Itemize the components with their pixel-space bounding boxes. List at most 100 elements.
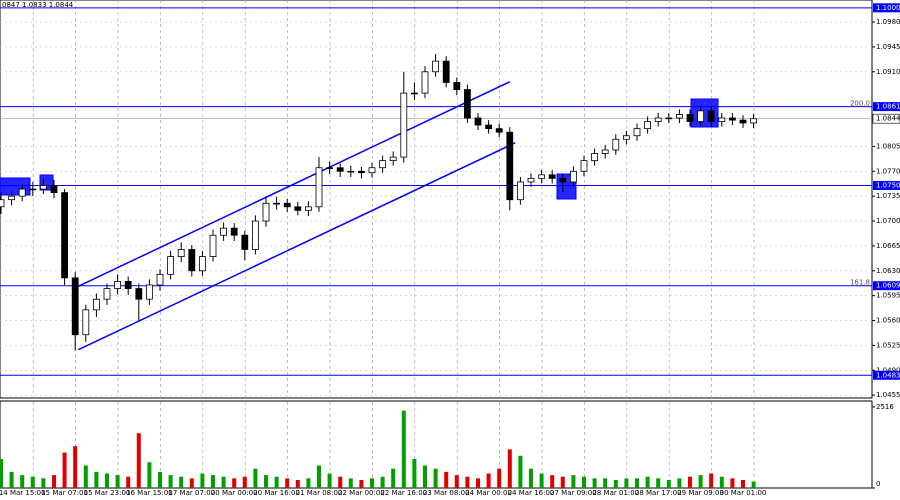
candle-body — [103, 288, 111, 300]
volume-bar — [529, 468, 533, 488]
volume-bar — [41, 478, 46, 488]
candle-body — [124, 281, 132, 289]
candle-body — [198, 256, 206, 272]
current-price-label: 1.0844 — [876, 115, 900, 123]
volume-bar — [582, 476, 586, 488]
volume-bar — [264, 475, 268, 488]
volume-bar — [147, 462, 152, 488]
volume-bar — [211, 475, 215, 488]
volume-bar — [613, 479, 618, 488]
candle-body — [357, 170, 365, 174]
volume-bar — [698, 475, 703, 488]
candle-body — [368, 167, 376, 174]
candle-body — [474, 117, 482, 126]
level-label: 1.0750 — [876, 181, 900, 189]
volume-bar — [592, 478, 597, 488]
x-tick-label: 20 Mar 16:00 — [253, 489, 300, 497]
volume-bar — [232, 478, 237, 488]
candle-body — [442, 60, 450, 83]
candle-body — [591, 153, 598, 162]
y-tick-label: 1.0735 — [876, 192, 900, 200]
candle-body — [739, 119, 747, 124]
candle-body — [686, 114, 694, 122]
volume-bar — [338, 476, 343, 488]
y-tick-label: 1.0910 — [876, 68, 900, 76]
y-tick-label: 1.0945 — [876, 43, 900, 51]
candle-body — [538, 174, 545, 179]
candle-body — [283, 202, 291, 208]
trendline — [71, 81, 511, 290]
volume-bar — [571, 475, 576, 488]
volume-bar — [656, 478, 661, 488]
candle-body — [304, 206, 312, 211]
x-tick-label: 27 Mar 09:00 — [550, 489, 597, 497]
x-tick-label: 30 Mar 01:00 — [720, 489, 767, 497]
volume-bar — [476, 478, 480, 488]
candle-body — [262, 202, 270, 222]
x-tick-label: 24 Mar 00:00 — [465, 489, 512, 497]
x-tick-label: 29 Mar 09:00 — [677, 489, 724, 497]
y-tick-label: 1.0595 — [876, 292, 900, 300]
candle-body — [326, 167, 334, 169]
candle-body — [167, 256, 175, 275]
volume-bar — [20, 475, 25, 488]
volume-tick-label: 2516 — [876, 403, 894, 411]
volume-bar — [285, 478, 290, 488]
candle-body — [294, 206, 302, 211]
candle-body — [347, 170, 355, 173]
volume-bar — [94, 471, 99, 488]
level-label-box — [873, 281, 900, 291]
y-tick-label: 1.0805 — [876, 142, 900, 150]
candle-body — [40, 185, 47, 190]
candle-body — [145, 284, 153, 300]
y-tick-label: 1.0770 — [876, 167, 900, 175]
x-tick-label: 22 Mar 00:00 — [338, 489, 385, 497]
volume-bar — [52, 475, 56, 488]
candle-body — [0, 199, 5, 208]
x-tick-label: 28 Mar 01:00 — [592, 489, 639, 497]
candle-body — [570, 170, 577, 183]
y-tick-label: 1.0455 — [876, 391, 900, 399]
volume-bar — [666, 479, 671, 488]
candle-body — [676, 114, 683, 119]
candle-body — [8, 195, 16, 201]
volume-bar — [253, 468, 258, 488]
volume-bar — [73, 446, 78, 488]
candle-body — [665, 117, 673, 120]
candle-body — [50, 185, 58, 194]
candle-body — [18, 188, 26, 197]
volume-bar — [200, 473, 205, 488]
volume-bar — [0, 459, 3, 488]
candle-body — [251, 220, 259, 250]
candle-body — [718, 117, 726, 122]
volume-bar — [401, 410, 406, 488]
candle-body — [29, 188, 37, 191]
x-tick-label: 24 Mar 16:00 — [508, 489, 555, 497]
volume-bar — [306, 478, 311, 488]
y-tick-label: 1.0525 — [876, 341, 900, 349]
level-label: 1.1000 — [876, 4, 900, 12]
candle-body — [61, 192, 68, 279]
volume-bar — [497, 468, 502, 488]
candle-body — [188, 249, 196, 272]
info-text: 0847 1.0833 1.0844 — [2, 1, 74, 9]
candle-body — [114, 281, 121, 289]
volume-bar — [30, 476, 35, 488]
candle-body — [389, 156, 397, 162]
candle-body — [156, 273, 164, 286]
x-tick-label: 17 Mar 07:00 — [168, 489, 215, 497]
volume-bar — [179, 476, 184, 488]
volume-bar — [189, 478, 194, 488]
level-label-box — [873, 102, 900, 112]
x-tick-label: 22 Mar 16:00 — [380, 489, 427, 497]
y-tick-label: 1.0490 — [876, 366, 900, 374]
level-label: 1.0861 — [876, 103, 900, 111]
candle-body — [506, 131, 514, 201]
candle-body — [559, 177, 567, 183]
volume-bar — [158, 471, 162, 488]
volume-bar — [317, 465, 321, 488]
candle-body — [220, 227, 228, 236]
volume-bar — [560, 476, 565, 488]
volume-bar — [688, 476, 692, 488]
candle-body — [315, 167, 323, 208]
